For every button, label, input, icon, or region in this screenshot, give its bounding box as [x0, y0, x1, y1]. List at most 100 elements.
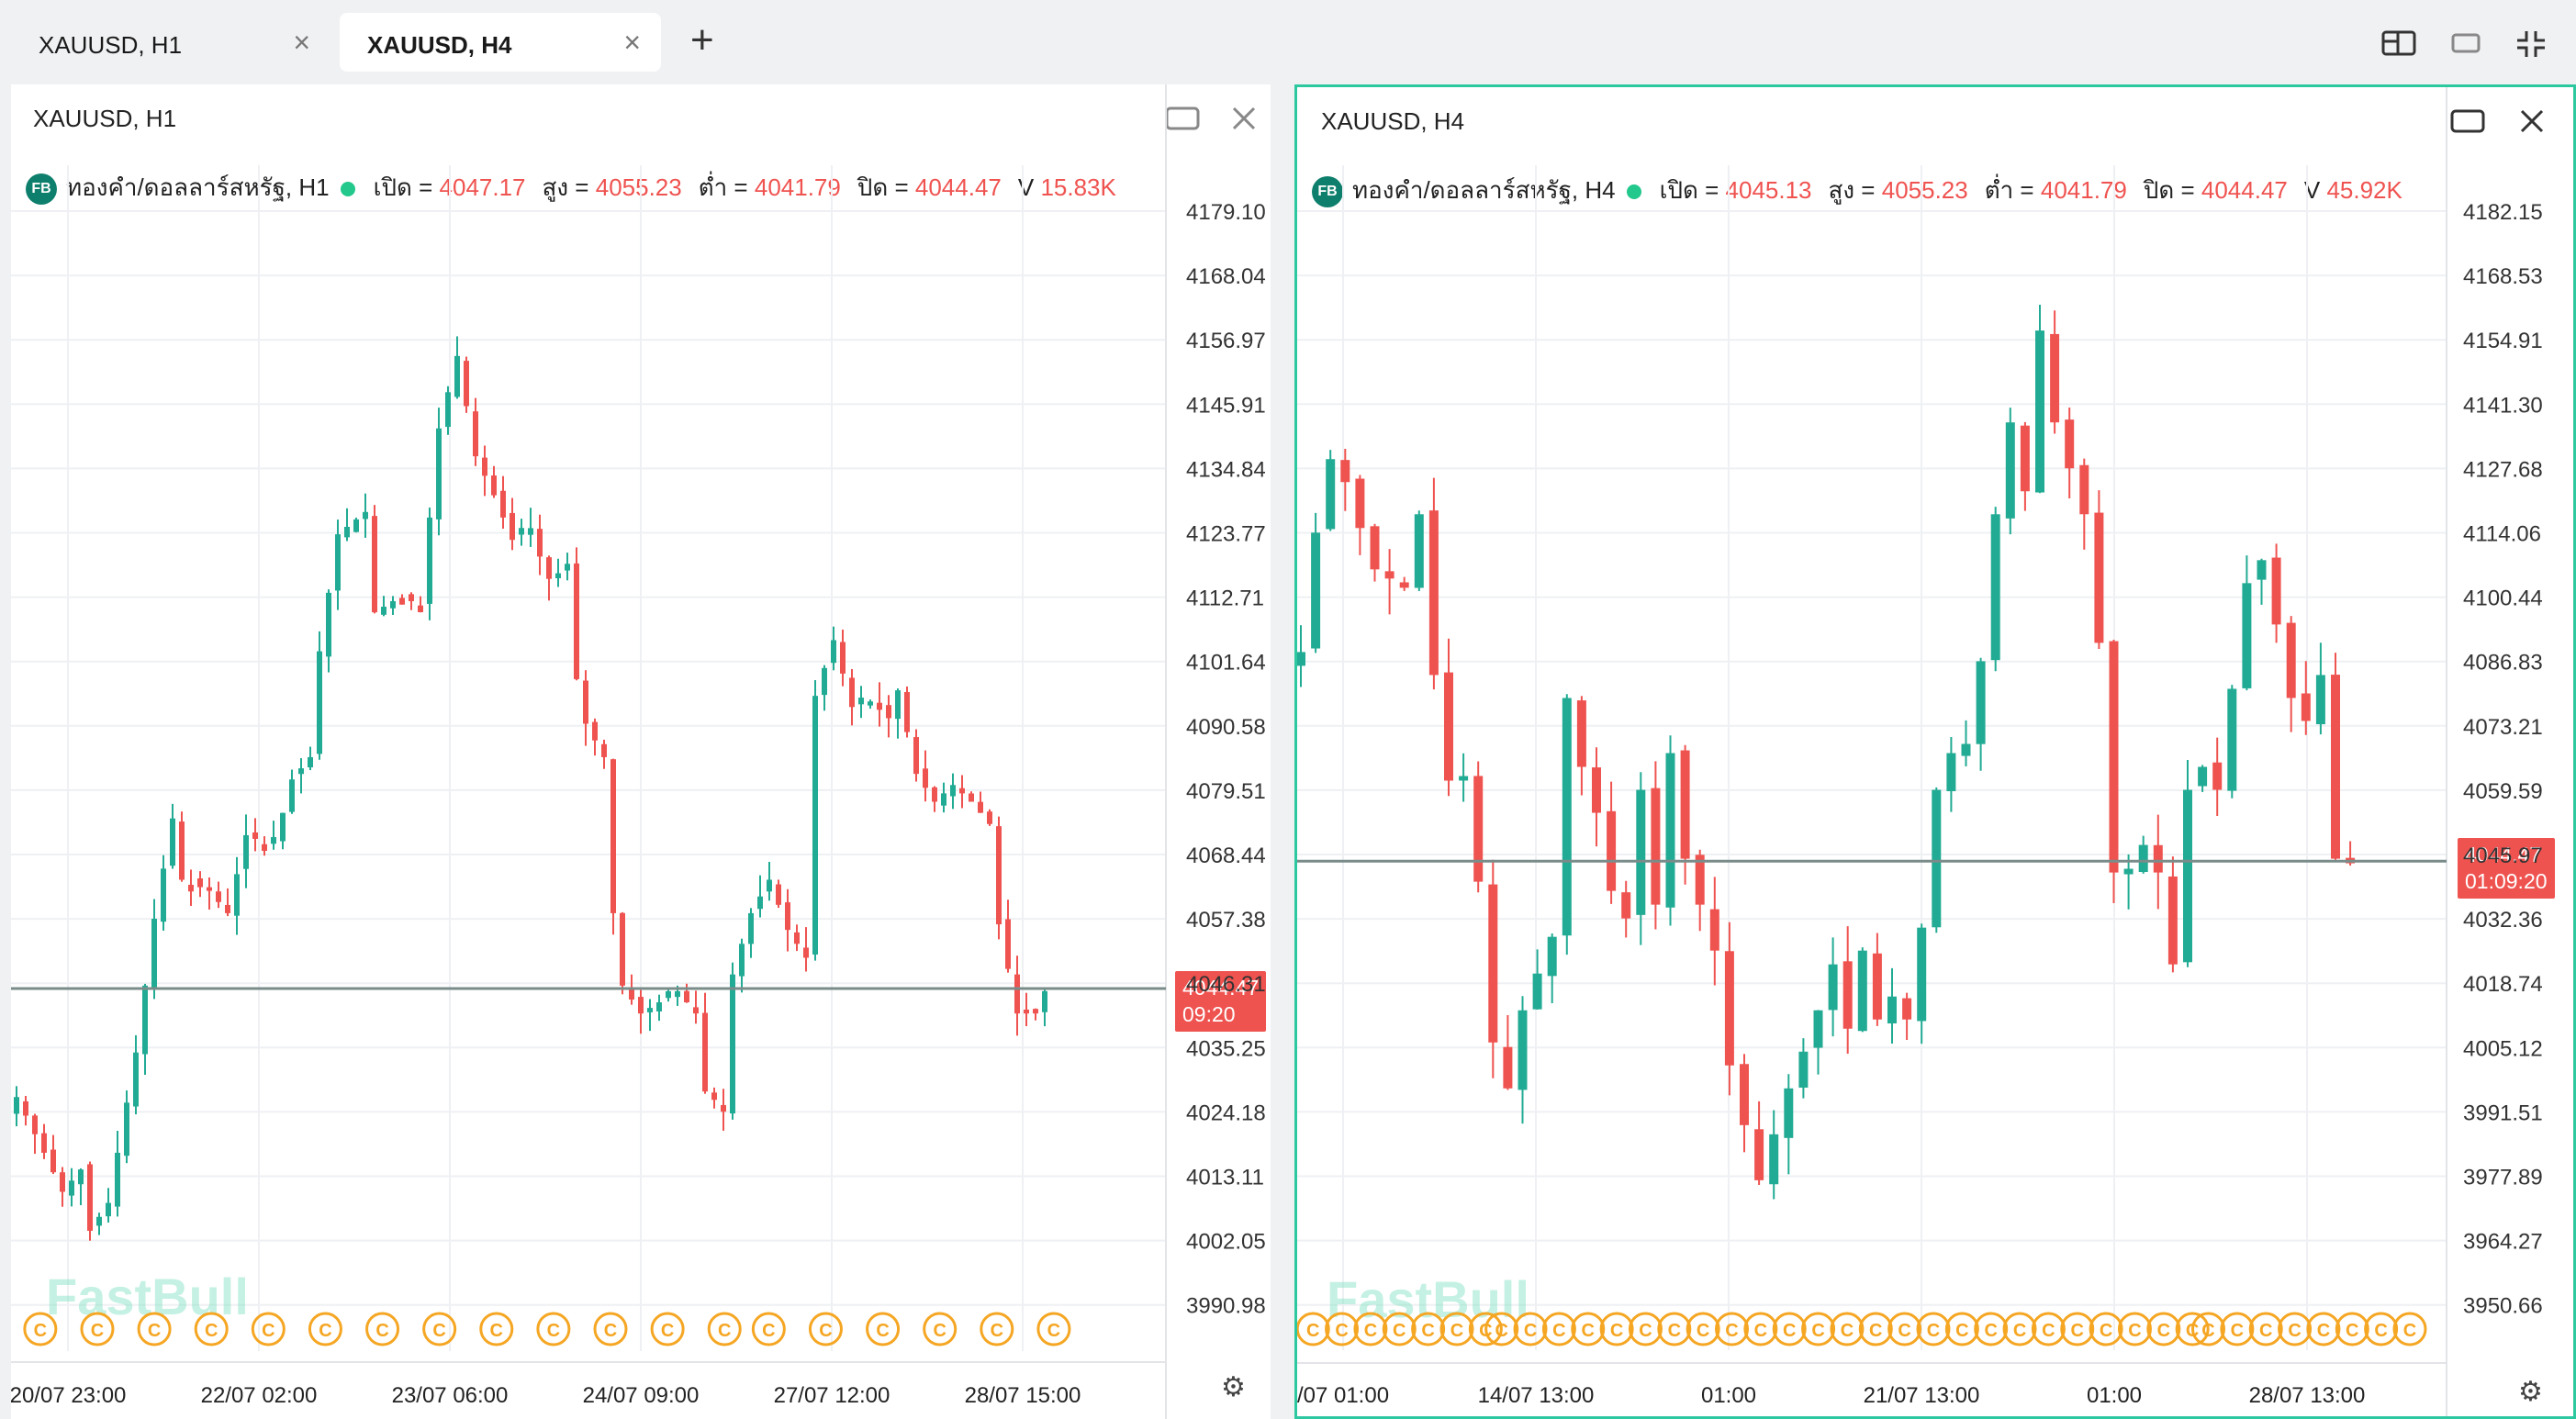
- candle-body: [409, 594, 414, 601]
- tab-xauusd-h4[interactable]: XAUUSD, H4 ×: [340, 13, 661, 72]
- candle-body: [179, 821, 185, 880]
- y-tick-label: 4035.25: [1186, 1036, 1266, 1061]
- y-tick-label: 4156.97: [1186, 329, 1266, 353]
- candle-body: [675, 990, 680, 998]
- candlestick-chart-h1[interactable]: 4179.10 4168.04 4156.97 4145.91 4134.84 4123.…: [11, 84, 1271, 1419]
- y-tick-label: 4079.51: [1186, 779, 1266, 804]
- high-label: สูง =: [542, 173, 589, 201]
- tab-xauusd-h1[interactable]: XAUUSD, H1 ×: [11, 13, 330, 72]
- candle-body: [574, 563, 579, 679]
- close-label: ปิด =: [857, 173, 909, 201]
- candle-body: [1033, 1009, 1038, 1014]
- event-marker-icon: [808, 1312, 843, 1346]
- low-value: 4041.79: [754, 173, 841, 201]
- event-marker-icon: [2220, 1312, 2255, 1346]
- settings-gear-icon[interactable]: ⚙: [2518, 1377, 2543, 1407]
- candle-body: [1784, 1088, 1794, 1138]
- status-dot-icon: [1626, 184, 1641, 200]
- low-label: ต่ำ =: [698, 173, 748, 201]
- maximize-icon[interactable]: [2449, 106, 2486, 137]
- x-tick-label: 28/07 13:00: [2249, 1383, 2366, 1408]
- candle-body: [822, 667, 827, 696]
- window-icon[interactable]: [2451, 29, 2481, 57]
- event-marker-icon: [2392, 1312, 2427, 1346]
- candle-body: [14, 1097, 19, 1114]
- close-panel-icon[interactable]: [1230, 103, 1258, 134]
- candle-body: [252, 832, 258, 839]
- event-marker-label: C: [1552, 1321, 1565, 1341]
- candle-body: [1014, 974, 1020, 1014]
- candle-body: [987, 811, 992, 824]
- countdown: 09:20: [1182, 1002, 1236, 1026]
- chart-panel-h4[interactable]: XAUUSD, H4 FB ทองคำ/ดอลลาร์สหรัฐ, H4 เปิด …: [1294, 84, 2576, 1419]
- event-marker-icon: [2335, 1312, 2369, 1346]
- candle-body: [216, 891, 221, 902]
- event-marker-label: C: [375, 1321, 388, 1341]
- candle-body: [656, 1002, 662, 1012]
- event-marker-label: C: [1639, 1321, 1652, 1341]
- y-tick-label: 4168.04: [1186, 264, 1266, 289]
- event-marker-icon: [365, 1312, 400, 1346]
- event-marker-icon: [1353, 1312, 1388, 1346]
- event-marker-label: C: [1668, 1321, 1681, 1341]
- open-label: เปิด =: [1659, 176, 1719, 204]
- event-marker-label: C: [1869, 1321, 1882, 1341]
- event-marker-label: C: [262, 1321, 274, 1341]
- y-tick-label: 4024.18: [1186, 1101, 1266, 1125]
- layout-icon[interactable]: [2381, 29, 2416, 57]
- settings-gear-icon[interactable]: ⚙: [1221, 1372, 1246, 1402]
- event-marker-label: C: [547, 1321, 560, 1341]
- candle-body: [2035, 330, 2044, 493]
- candle-body: [2227, 688, 2237, 791]
- candle-body: [1355, 478, 1365, 529]
- event-marker-icon: [80, 1312, 115, 1346]
- candle-body: [473, 411, 478, 457]
- high-value: 4055.23: [1881, 176, 1968, 204]
- tab-close-icon[interactable]: ×: [293, 26, 310, 59]
- volume-value: 15.83K: [1040, 173, 1116, 201]
- candle-body: [923, 768, 928, 788]
- candlestick-chart-h4[interactable]: 4182.15 4168.53 4154.91 4141.30 4127.68 4114.…: [1297, 87, 2573, 1416]
- event-marker-label: C: [1610, 1321, 1623, 1341]
- candle-body: [207, 887, 212, 891]
- event-marker-label: C: [1047, 1321, 1060, 1341]
- candle-body: [1961, 743, 1971, 756]
- candle-body: [390, 600, 396, 609]
- candle-body: [776, 884, 781, 905]
- candle-body: [886, 705, 891, 719]
- candle-body: [317, 651, 322, 754]
- x-tick-label: 24/07 09:00: [583, 1383, 700, 1408]
- x-tick-label: 27/07 12:00: [774, 1383, 890, 1408]
- candle-body: [115, 1152, 120, 1207]
- ohlc-legend: FB ทองคำ/ดอลลาร์สหรัฐ, H4 เปิด = 4045.13 สู…: [1312, 172, 2402, 209]
- tab-close-icon[interactable]: ×: [623, 26, 641, 59]
- event-marker-icon: [1887, 1312, 1922, 1346]
- candle-body: [2271, 557, 2281, 625]
- candle-body: [583, 680, 588, 724]
- add-tab-button[interactable]: +: [690, 17, 714, 62]
- candle-body: [1326, 459, 1336, 530]
- candle-body: [2242, 583, 2252, 688]
- candle-body: [730, 974, 735, 1114]
- event-marker-icon: [1439, 1312, 1474, 1346]
- y-tick-label: 4179.10: [1186, 200, 1266, 225]
- candle-body: [353, 519, 359, 532]
- candle-body: [41, 1133, 47, 1153]
- candle-body: [2167, 876, 2178, 965]
- candle-body: [996, 826, 1002, 925]
- ohlc-legend: FB ทองคำ/ดอลลาร์สหรัฐ, H1 เปิด = 4047.17 สู…: [26, 169, 1116, 207]
- y-tick-label: 4059.59: [2463, 779, 2543, 804]
- y-tick-label: 4005.12: [2463, 1036, 2543, 1061]
- candle-body: [1444, 672, 1453, 781]
- collapse-icon[interactable]: [2515, 29, 2547, 59]
- candle-body: [418, 605, 423, 612]
- event-marker-label: C: [2128, 1321, 2141, 1341]
- candle-body: [1872, 953, 1882, 1020]
- close-panel-icon[interactable]: [2518, 106, 2546, 137]
- event-marker-label: C: [319, 1321, 331, 1341]
- status-dot-icon: [340, 182, 355, 197]
- event-marker-label: C: [1364, 1321, 1377, 1341]
- y-tick-label: 4086.83: [2463, 651, 2543, 676]
- high-label: สูง =: [1828, 176, 1876, 204]
- event-marker-icon: [1715, 1312, 1750, 1346]
